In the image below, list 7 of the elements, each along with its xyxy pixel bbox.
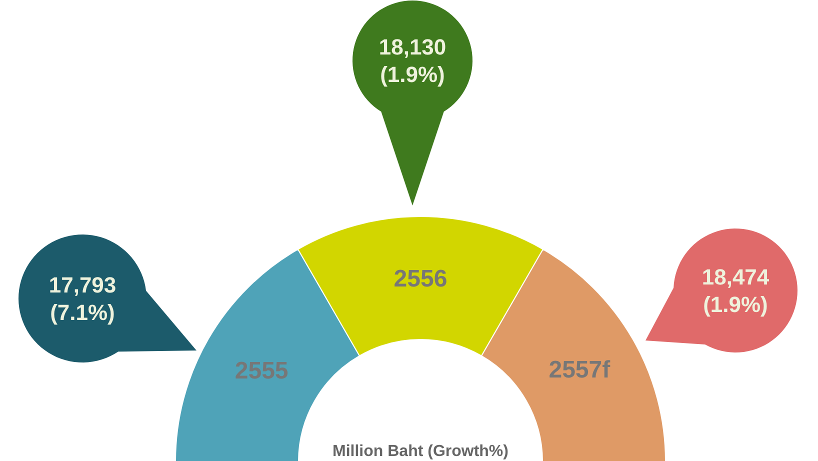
category-label: 2556 [394, 266, 448, 292]
data-label: 18,130 (1.9%) [378, 34, 446, 87]
text: Million Baht (Growth%) [332, 443, 508, 460]
category-label: 2555 [234, 357, 288, 384]
category-label: 2557f [548, 356, 612, 384]
data-label: 18,474 (1.9%) [702, 264, 770, 317]
data-label: 17,793 (7.1%) [48, 272, 116, 325]
